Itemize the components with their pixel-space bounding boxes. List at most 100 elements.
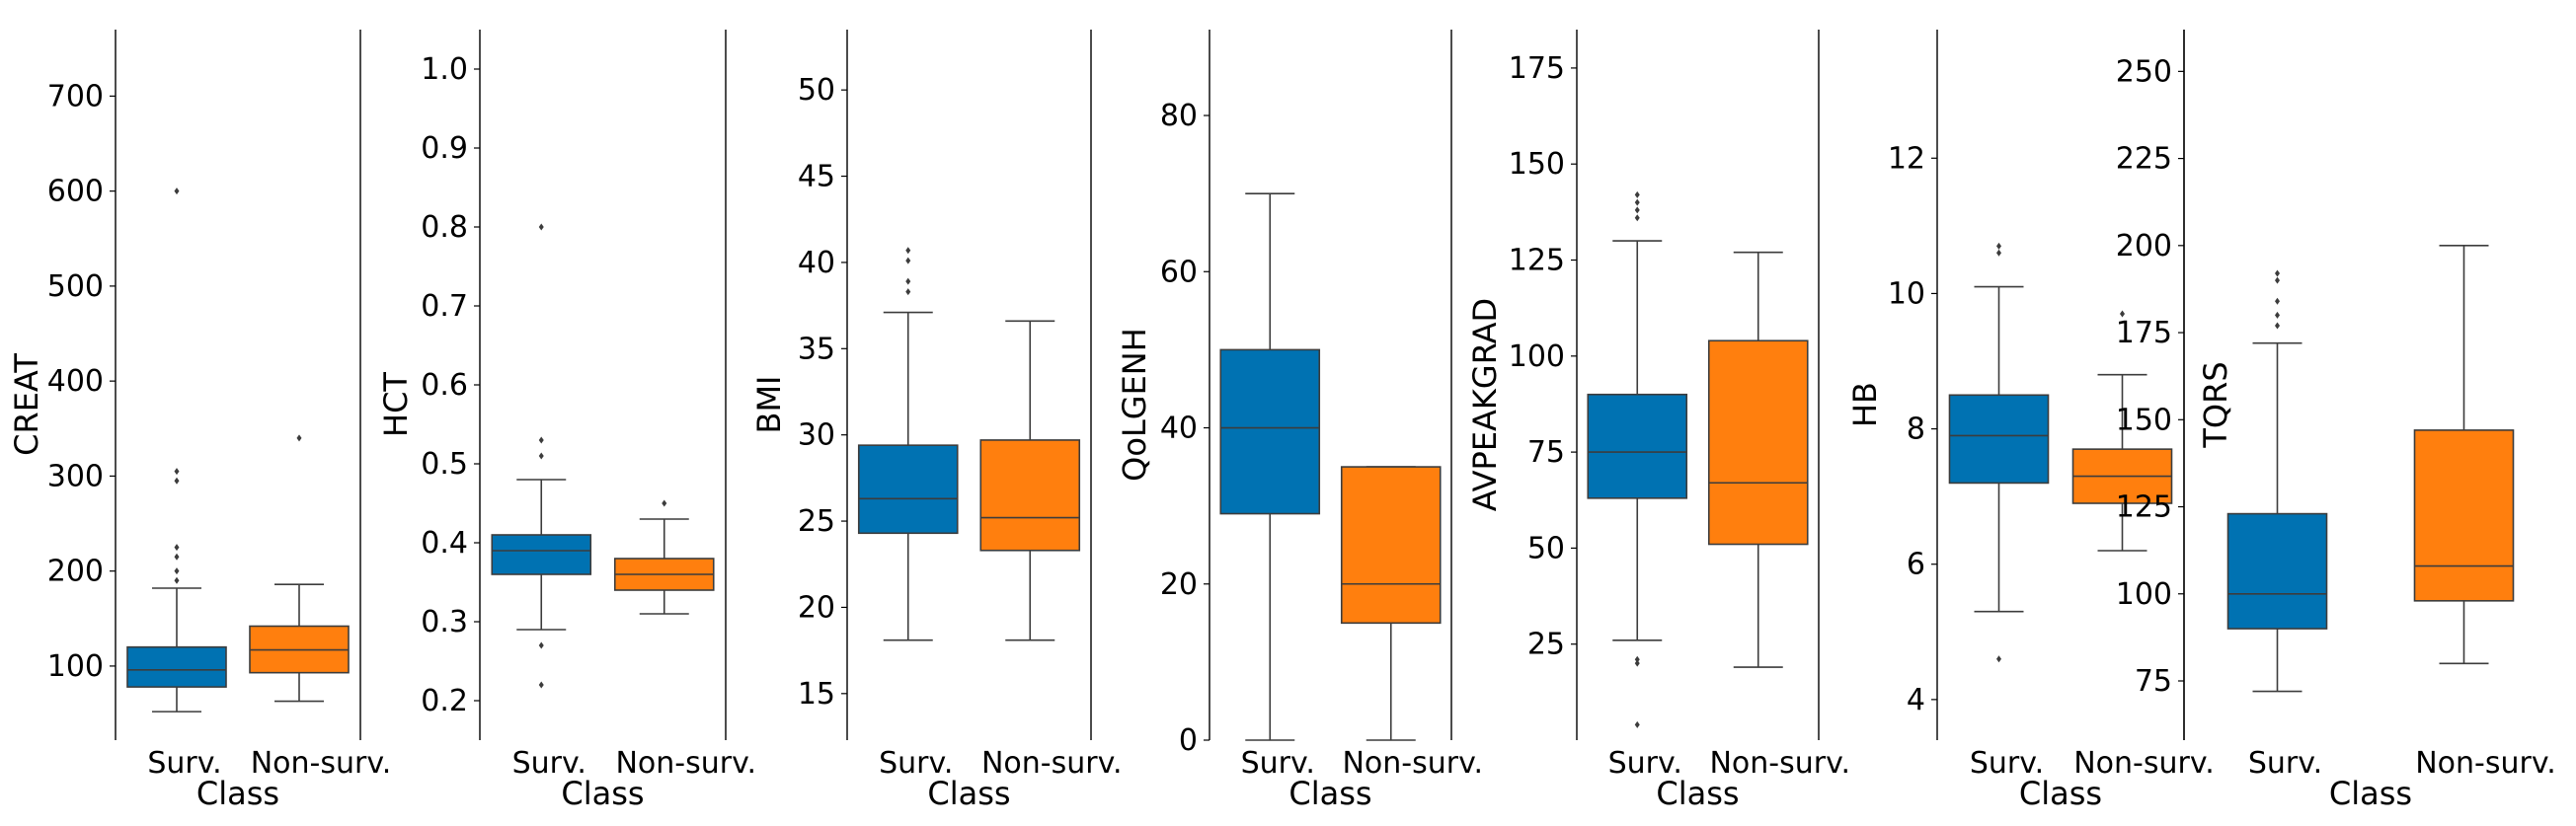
ytick-label: 0.8 [421,210,468,245]
box-surv [1587,190,1688,728]
ytick-label: 20 [798,590,835,625]
outlier-point [2275,311,2280,319]
xtick-label: Surv. [879,746,953,781]
y-axis-label: TQRS [2197,361,2234,448]
x-axis-label: Class [2019,775,2102,812]
ytick-label: 40 [798,246,835,280]
outlier-point [538,223,544,231]
outlier-point [538,641,544,649]
xtick-label: Non-surv. [2073,746,2215,781]
y-axis-label: BMI [750,376,788,434]
ytick-label: 1.0 [421,52,468,87]
ytick-label: 700 [47,79,104,113]
xtick-label: Surv. [1970,746,2044,781]
box-non-surv [2071,310,2173,552]
ytick-label: 10 [1888,276,1925,311]
iqr-box [2226,512,2328,630]
ytick-label: 0.5 [421,447,468,482]
iqr-box [857,444,959,535]
ytick-label: 35 [798,332,835,366]
outlier-point [905,257,911,264]
outlier-point [1634,655,1640,663]
panel-avpeakgrad: 25 50 75 100 125 150 175 AVPEAKGRAD Surv. Non-sur… [1466,30,1850,812]
outlier-point [662,499,667,507]
xtick-label: Non-surv. [981,746,1123,781]
xtick-label: Non-surv. [2415,746,2556,781]
iqr-box [2413,429,2515,602]
outlier-point [174,477,180,485]
outlier-point [538,681,544,689]
outlier-point [174,553,180,561]
box-surv [2226,269,2328,693]
iqr-box [1219,348,1321,515]
outlier-point [905,277,911,285]
panel-bmi: 15 20 25 30 35 40 45 50 BMI Surv. Non-surv.Class [750,30,1123,812]
iqr-box [1587,393,1688,499]
ytick-label: 100 [2116,577,2172,612]
xtick-label: Non-surv. [1342,746,1483,781]
ytick-label: 45 [798,160,835,194]
box-non-surv [249,434,350,703]
box-surv [1219,192,1321,741]
box-non-surv [979,320,1081,641]
ytick-label: 12 [1888,141,1925,176]
ytick-label: 0.4 [421,526,468,561]
xtick-label: Surv. [1608,746,1682,781]
ytick-label: 50 [798,73,835,108]
outlier-point [1996,655,2001,663]
xtick-label: Surv. [2248,746,2322,781]
outlier-point [1634,720,1640,728]
outlier-point [2275,322,2280,330]
outlier-point [174,567,180,575]
box-surv [1948,242,2050,663]
ytick-label: 500 [47,269,104,304]
ytick-label: 75 [2135,664,2172,699]
outlier-point [174,576,180,584]
ytick-label: 150 [2116,403,2172,437]
ytick-label: 4 [1907,683,1925,717]
x-axis-label: Class [561,775,644,812]
ytick-label: 80 [1160,99,1198,133]
outlier-point [1634,214,1640,222]
xtick-label: Surv. [512,746,586,781]
outlier-point [174,544,180,552]
x-axis-label: Class [2329,775,2412,812]
ytick-label: 50 [1527,531,1565,565]
outlier-point [1634,659,1640,667]
ytick-label: 125 [2116,490,2172,525]
box-surv [491,223,592,689]
ytick-label: 75 [1527,435,1565,470]
ytick-label: 0 [1179,723,1198,758]
box-non-surv [613,499,715,615]
outlier-point [538,452,544,460]
ytick-label: 600 [47,175,104,209]
ytick-label: 300 [47,459,104,493]
ytick-label: 100 [47,649,104,684]
ytick-label: 0.9 [421,131,468,166]
ytick-label: 0.2 [421,684,468,718]
box-surv [857,247,959,641]
panel-creat: 100 200 300 400 500 600 700 CREAT Surv. Non-surv.… [8,30,391,812]
box-non-surv [1340,466,1442,741]
xtick-label: Non-surv. [615,746,756,781]
panel-tqrs: 75 100 125 150 175 200 225 250 TQRS Surv. Non-surv… [2116,30,2556,812]
ytick-label: 200 [2116,229,2172,263]
ytick-label: 175 [1509,51,1565,86]
outlier-point [174,468,180,476]
iqr-box [1340,466,1442,625]
iqr-box [1707,339,1809,546]
outlier-point [2120,310,2125,318]
y-axis-label: QoLGENH [1116,328,1153,482]
ytick-label: 15 [798,677,835,712]
outlier-point [1634,206,1640,214]
ytick-label: 250 [2116,54,2172,89]
x-axis-label: Class [1288,775,1371,812]
ytick-label: 8 [1907,413,1925,447]
y-axis-label: HB [1846,382,1884,427]
outlier-point [296,434,302,442]
x-axis-label: Class [927,775,1010,812]
x-axis-label: Class [1656,775,1739,812]
box-non-surv [2413,245,2515,665]
box-surv [126,188,227,713]
ytick-label: 25 [1527,628,1565,662]
